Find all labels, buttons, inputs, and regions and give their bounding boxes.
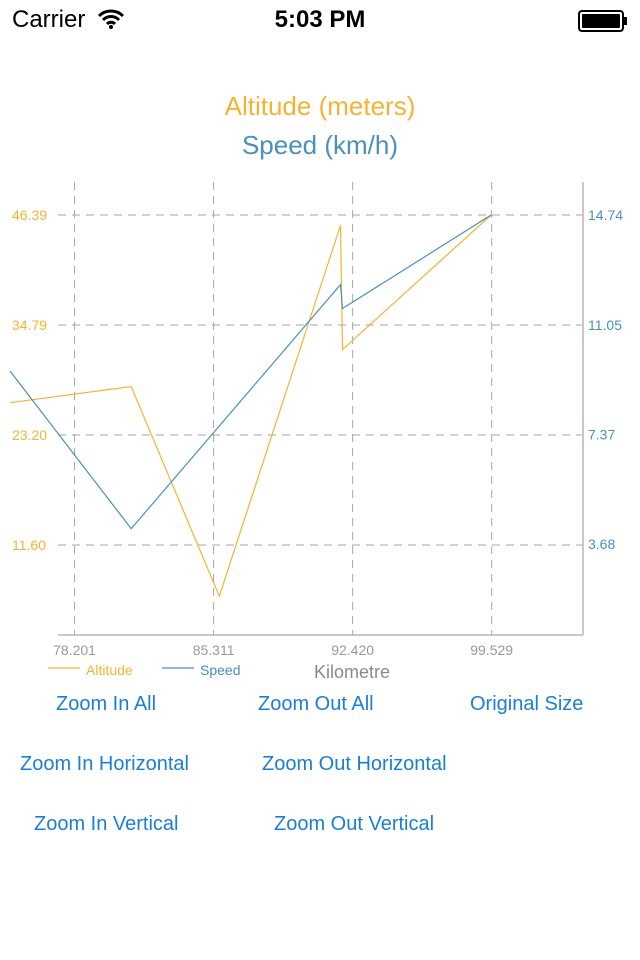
grid bbox=[58, 182, 583, 635]
y-left-tick-label: 23.20 bbox=[12, 427, 47, 443]
legend-label: Speed bbox=[200, 662, 240, 678]
x-tick-label: 92.420 bbox=[331, 642, 374, 658]
wifi-icon bbox=[97, 9, 125, 34]
tick-labels: 78.201 85.311 92.420 99.529 11.60 23.20 34.79 4… bbox=[12, 207, 623, 682]
legend-label: Altitude bbox=[86, 662, 133, 678]
x-tick-label: 78.201 bbox=[53, 642, 96, 658]
zoom-in-horizontal-button[interactable]: Zoom In Horizontal bbox=[20, 753, 189, 775]
x-axis-title: Kilometre bbox=[314, 662, 390, 682]
y-left-tick-label: 46.39 bbox=[12, 207, 47, 223]
zoom-out-all-button[interactable]: Zoom Out All bbox=[258, 693, 374, 715]
series-line-altitude bbox=[9, 214, 492, 598]
battery-icon bbox=[578, 10, 628, 32]
status-bar: Carrier 5:03 PM bbox=[0, 0, 640, 40]
chart-subtitle: Speed (km/h) bbox=[241, 130, 399, 160]
original-size-button[interactable]: Original Size bbox=[470, 693, 584, 715]
axes bbox=[58, 182, 584, 636]
y-right-tick-label: 3.68 bbox=[588, 536, 615, 552]
chart-title: Altitude (meters) bbox=[224, 91, 416, 121]
line-chart: 78.201 85.311 92.420 99.529 11.60 23.20 34.79 4… bbox=[9, 182, 623, 682]
y-right-tick-label: 11.05 bbox=[588, 317, 622, 333]
status-time: 5:03 PM bbox=[274, 6, 366, 33]
zoom-out-horizontal-button[interactable]: Zoom Out Horizontal bbox=[262, 753, 447, 775]
zoom-out-vertical-button[interactable]: Zoom Out Vertical bbox=[274, 813, 435, 835]
legend: Altitude Speed bbox=[48, 662, 240, 678]
x-tick-label: 99.529 bbox=[470, 642, 513, 658]
series-line-speed bbox=[9, 214, 492, 530]
y-left-tick-label: 11.60 bbox=[12, 537, 46, 553]
y-right-tick-label: 7.37 bbox=[588, 426, 615, 442]
y-left-tick-label: 34.79 bbox=[12, 317, 47, 333]
y-right-tick-label: 14.74 bbox=[588, 207, 623, 223]
zoom-in-vertical-button[interactable]: Zoom In Vertical bbox=[34, 813, 179, 835]
carrier-label: Carrier bbox=[12, 6, 86, 33]
x-tick-label: 85.311 bbox=[193, 642, 235, 658]
zoom-in-all-button[interactable]: Zoom In All bbox=[56, 693, 157, 715]
series bbox=[9, 214, 492, 598]
